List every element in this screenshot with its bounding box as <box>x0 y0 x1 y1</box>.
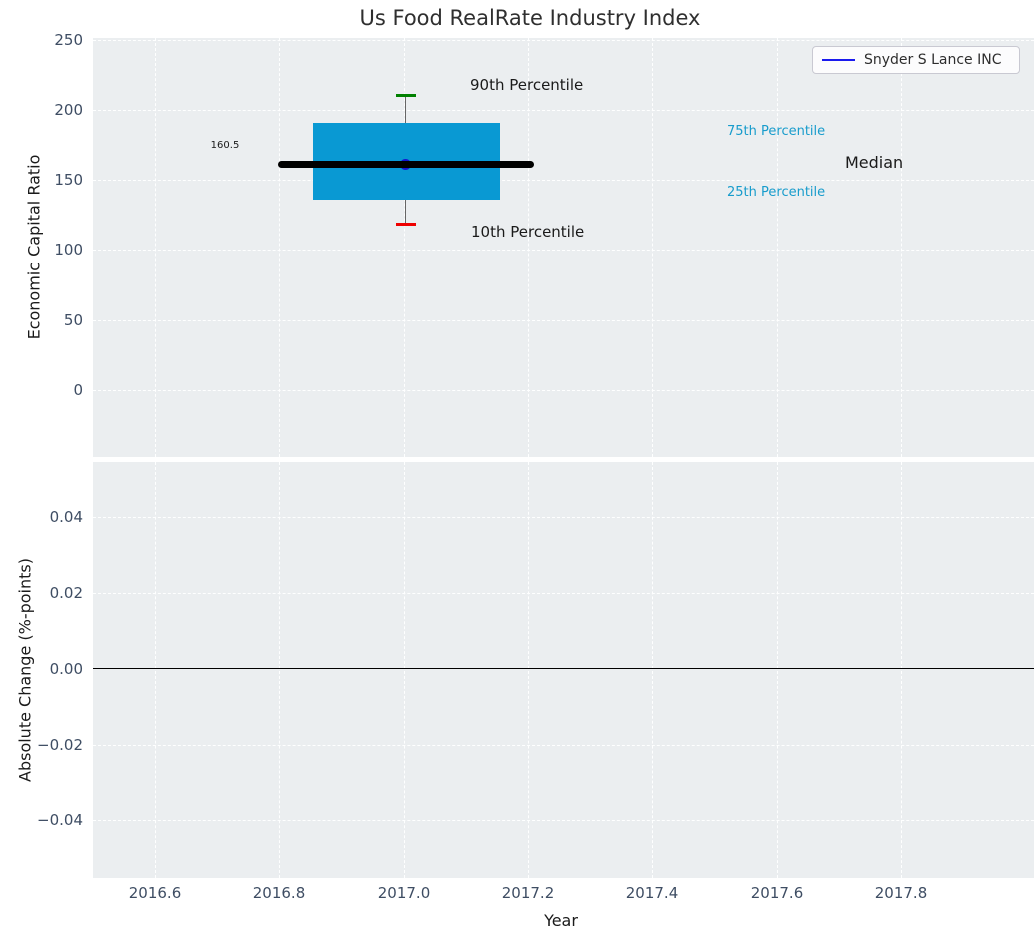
gridline <box>777 38 778 457</box>
bottom-y-axis-label: Absolute Change (%-points) <box>15 558 35 782</box>
median-annotation: Median <box>845 153 904 172</box>
gridline <box>404 462 405 878</box>
y-tick: 150 <box>54 171 83 189</box>
bottom-plot-area <box>93 462 1034 878</box>
gridline <box>155 462 156 878</box>
gridline <box>528 38 529 457</box>
gridline <box>93 40 1034 41</box>
median-line <box>278 161 534 168</box>
x-tick: 2017.4 <box>625 884 679 902</box>
company-value-annotation: 160.5 <box>210 140 240 151</box>
gridline <box>93 820 1034 821</box>
x-tick: 2017.0 <box>377 884 431 902</box>
x-tick: 2017.6 <box>750 884 804 902</box>
y-tick: −0.04 <box>37 811 83 829</box>
gridline <box>93 320 1034 321</box>
p75-annotation: 75th Percentile <box>727 124 826 139</box>
gridline <box>93 110 1034 111</box>
gridline <box>901 462 902 878</box>
zero-reference-line <box>93 668 1034 669</box>
p90-annotation: 90th Percentile <box>470 76 584 94</box>
p25-annotation: 25th Percentile <box>727 185 826 200</box>
legend: Snyder S Lance INC <box>812 46 1020 74</box>
y-tick: 200 <box>54 101 83 119</box>
x-tick: 2016.6 <box>128 884 182 902</box>
gridline <box>93 250 1034 251</box>
gridline <box>901 38 902 457</box>
gridline <box>404 38 405 457</box>
gridline <box>93 390 1034 391</box>
y-tick: 0.04 <box>49 508 83 526</box>
y-tick: 0 <box>73 381 83 399</box>
gridline <box>652 462 653 878</box>
gridline <box>777 462 778 878</box>
x-tick: 2017.2 <box>501 884 555 902</box>
y-tick: 0.00 <box>49 660 83 678</box>
y-tick: 50 <box>63 311 83 329</box>
gridline <box>93 593 1034 594</box>
top-y-axis-label: Economic Capital Ratio <box>24 154 44 340</box>
y-tick: −0.02 <box>37 736 83 754</box>
gridline <box>279 38 280 457</box>
gridline <box>279 462 280 878</box>
chart-title: Us Food RealRate Industry Index <box>359 6 701 30</box>
gridline <box>528 462 529 878</box>
y-tick: 0.02 <box>49 584 83 602</box>
top-plot-area: 160.5 90th Percentile 75th Percentile Me… <box>93 38 1034 457</box>
gridline <box>93 517 1034 518</box>
p10-whisker-cap <box>396 223 416 226</box>
legend-label: Snyder S Lance INC <box>864 52 1002 68</box>
gridline <box>155 38 156 457</box>
legend-line-sample <box>822 59 855 61</box>
x-tick: 2016.8 <box>252 884 306 902</box>
y-tick: 250 <box>54 31 83 49</box>
p10-annotation: 10th Percentile <box>471 223 585 241</box>
gridline <box>93 745 1034 746</box>
p90-whisker-cap <box>396 94 416 97</box>
x-tick: 2017.8 <box>874 884 928 902</box>
gridline <box>93 180 1034 181</box>
gridline <box>652 38 653 457</box>
y-tick: 100 <box>54 241 83 259</box>
x-axis-label: Year <box>544 911 578 930</box>
